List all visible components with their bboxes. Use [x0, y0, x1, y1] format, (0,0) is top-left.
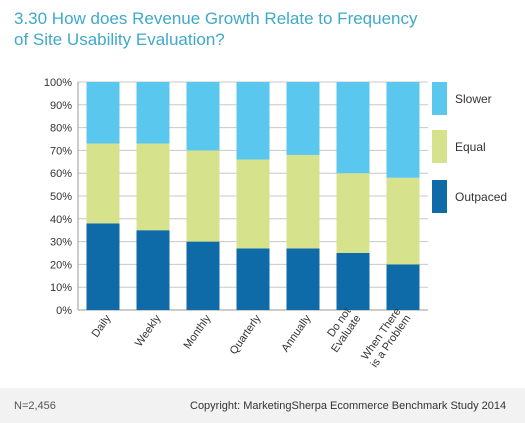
y-tick-label: 10% [50, 282, 72, 294]
bar-segment-equal [186, 150, 220, 242]
x-tick-label-line: Monthly [182, 312, 214, 351]
bar-segment-outpaced [236, 248, 270, 310]
x-tick-label: Do notEvaluate [319, 306, 363, 355]
bar-segment-outpaced [336, 253, 370, 310]
y-tick-label: 90% [50, 100, 72, 112]
y-tick-label: 0% [56, 305, 72, 317]
x-tick-label-line: Weekly [133, 312, 164, 349]
y-tick-label: 40% [50, 214, 72, 226]
bar-segment-outpaced [136, 230, 170, 310]
bar-segment-slower [186, 82, 220, 151]
chart-title: 3.30 How does Revenue Growth Relate to F… [14, 8, 434, 50]
bar-segment-outpaced [386, 264, 420, 310]
bar-segment-outpaced [286, 248, 320, 310]
y-tick-label: 60% [50, 168, 72, 180]
bar-segment-outpaced [186, 241, 220, 310]
x-tick-label: Quarterly [228, 312, 264, 356]
bar-segment-slower [286, 82, 320, 155]
legend-swatch-equal [432, 130, 447, 163]
y-tick-label: 20% [50, 259, 72, 271]
legend-swatch-outpaced [432, 180, 447, 213]
y-tick-label: 80% [50, 123, 72, 135]
legend-label-equal: Equal [455, 140, 486, 154]
stacked-bar-chart: 0% 10% 20% 30% 40% 50% 60% 70% 80% 90% 100% Daily We… [44, 77, 507, 370]
y-tick-label: 70% [50, 145, 72, 157]
bar-segment-equal [136, 143, 170, 231]
bar-segment-equal [286, 154, 320, 249]
y-tick-label: 50% [50, 191, 72, 203]
bar-segment-equal [86, 143, 120, 224]
x-tick-label-line: Annually [279, 312, 313, 354]
y-tick-label: 100% [44, 77, 72, 89]
x-tick-label: When Thereis a Problem [359, 306, 414, 370]
bar-segment-equal [236, 159, 270, 249]
legend-label-outpaced: Outpaced [455, 190, 507, 204]
x-tick-label-line: Daily [90, 312, 114, 339]
bar-segment-outpaced [86, 223, 120, 310]
footer: N=2,456 Copyright: MarketingSherpa Ecomm… [0, 388, 525, 423]
sample-size: N=2,456 [14, 400, 56, 412]
copyright-text: Copyright: MarketingSherpa Ecommerce Ben… [190, 400, 507, 412]
bar-segment-equal [336, 173, 370, 253]
bar-segment-slower [236, 82, 270, 160]
x-tick-label: Daily [90, 312, 114, 339]
x-tick-label: Annually [279, 312, 313, 354]
chart-title-line-2: of Site Usability Evaluation? [14, 30, 225, 49]
bar-segment-slower [386, 82, 420, 178]
legend-swatch-slower [432, 82, 447, 115]
bar-segment-slower [136, 82, 170, 144]
legend-label-slower: Slower [455, 92, 492, 106]
bar-segment-slower [336, 82, 370, 174]
bar-segment-equal [386, 177, 420, 265]
x-tick-label: Weekly [133, 312, 164, 349]
chart-title-line-1: 3.30 How does Revenue Growth Relate to F… [14, 9, 418, 28]
x-tick-label: Monthly [182, 312, 214, 351]
bar-segment-slower [86, 82, 120, 144]
x-tick-label-line: Quarterly [228, 312, 264, 356]
y-tick-label: 30% [50, 237, 72, 249]
